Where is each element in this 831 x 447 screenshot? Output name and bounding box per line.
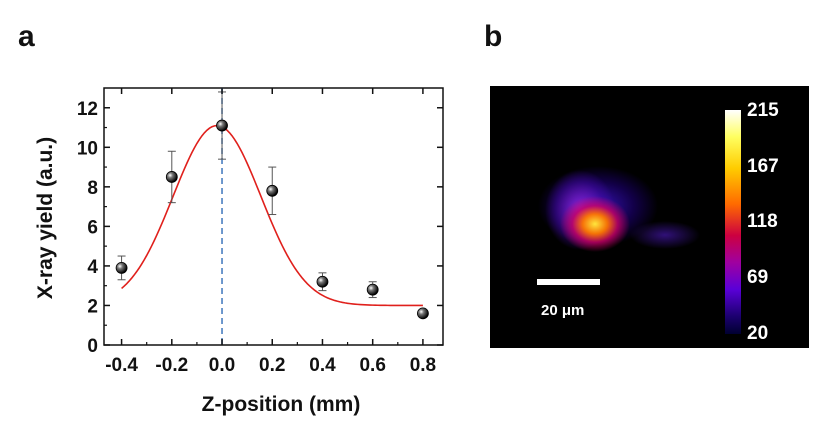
scale-bar: [537, 279, 600, 285]
yield-chart: -0.4 -0.2 0.0 0.2 0.4 0.6 0.8 0 2 4 6 8 10 12 Z-posit…: [34, 87, 444, 416]
x-axis-label: Z-position (mm): [202, 393, 361, 416]
x-tick-label: 0.2: [259, 355, 285, 376]
colorbar-tick: 167: [747, 156, 779, 177]
y-tick-label: 8: [87, 178, 98, 199]
y-axis-label: X-ray yield (a.u.): [34, 137, 57, 299]
data-point: [417, 307, 429, 320]
y-tick-label: 0: [87, 336, 98, 357]
colorbar-tick: 20: [747, 323, 769, 344]
y-tick-label: 2: [87, 296, 98, 317]
x-tick-label: -0.4: [105, 355, 138, 376]
gaussian-fit-curve: [121, 124, 423, 307]
scale-bar-label: 20 μm: [541, 302, 585, 319]
panel-b-label: b: [484, 20, 503, 53]
data-point: [115, 261, 128, 274]
data-point: [216, 119, 228, 132]
colorbar: [725, 110, 741, 334]
x-tick-label: 0.4: [309, 355, 336, 376]
x-tick-label: 0.8: [410, 355, 436, 376]
x-tick-label: -0.2: [155, 355, 188, 376]
plot-frame: [103, 87, 444, 346]
y-tick-label: 4: [87, 257, 98, 278]
data-point: [266, 184, 279, 197]
data-point: [165, 171, 178, 183]
colorbar-tick: 215: [747, 100, 779, 121]
xray-spot-image: 20 μm 215 167 118 69 20: [490, 86, 809, 348]
data-point: [316, 275, 329, 288]
x-tick-label: 0.0: [209, 355, 235, 376]
y-tick-label: 10: [77, 138, 98, 159]
y-tick-label: 6: [87, 217, 98, 238]
colorbar-tick: 69: [747, 267, 769, 288]
y-tick-label: 12: [77, 99, 98, 120]
panel-a-label: a: [18, 20, 35, 53]
x-tick-label: 0.6: [359, 355, 385, 376]
colorbar-tick: 118: [747, 211, 778, 232]
data-point: [366, 283, 379, 296]
